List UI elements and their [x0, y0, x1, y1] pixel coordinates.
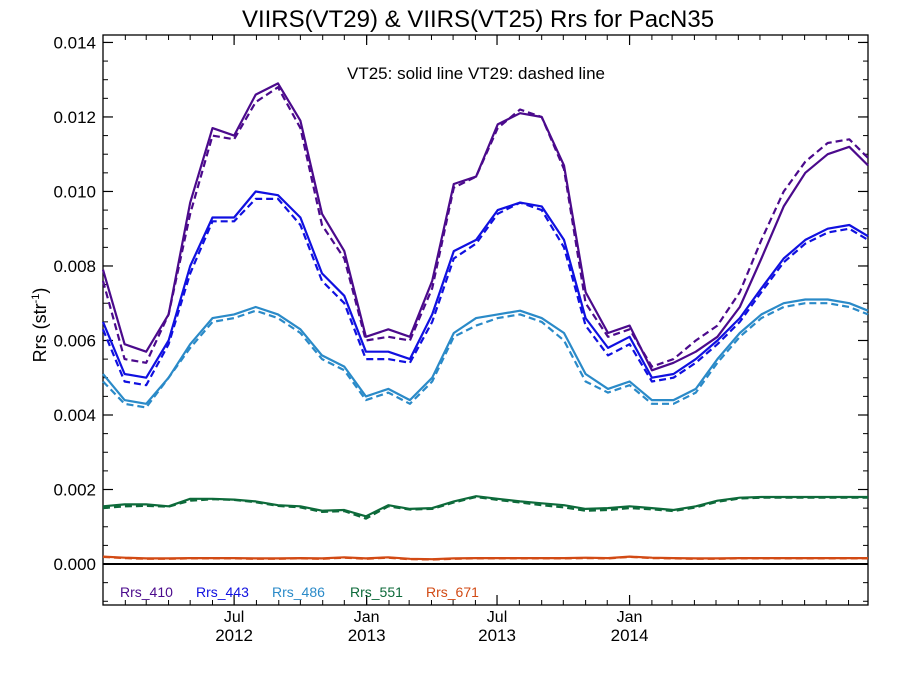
x-tick-label-month: Jan	[617, 609, 643, 626]
x-tick-label-month: Jul	[487, 609, 507, 626]
series-line-Rrs_443-dashed	[101, 197, 869, 387]
legend-item-Rrs_410: Rrs_410	[120, 584, 173, 600]
series-line-Rrs_486-solid	[102, 298, 869, 405]
y-axis-label-close: )	[30, 288, 50, 294]
series-line-Rrs_671-solid	[102, 555, 868, 561]
y-tick-label: 0.014	[53, 33, 96, 52]
x-tick-label-year: 2014	[611, 626, 649, 645]
y-axis-label-sup: -1	[30, 294, 42, 304]
y-tick-label: 0.008	[53, 257, 96, 276]
y-tick-label: 0.012	[53, 108, 96, 127]
legend-item-Rrs_551: Rrs_551	[350, 584, 403, 600]
axes: 0.000 0.002 0.004 0.006 0.008 0.010 0.012 0.014…	[53, 33, 868, 645]
legend-item-Rrs_486: Rrs_486	[272, 584, 325, 600]
series-lines	[101, 82, 869, 561]
y-tick-label: 0.002	[53, 481, 96, 500]
series-line-Rrs_551-solid	[102, 495, 868, 518]
chart-title: VIIRS(VT29) & VIIRS(VT25) Rrs for PacN35	[242, 6, 714, 33]
legend-item-Rrs_671: Rrs_671	[426, 584, 479, 600]
series-line-Rrs_410-solid	[101, 82, 869, 372]
plot-frame	[102, 34, 869, 606]
series-line-Rrs_551-dashed	[102, 495, 868, 520]
y-tick-label: 0.010	[53, 182, 96, 201]
y-tick-label: 0.000	[53, 555, 96, 574]
y-tick-label: 0.006	[53, 331, 96, 350]
legend: Rrs_410 Rrs_443 Rrs_486 Rrs_551 Rrs_671	[120, 584, 479, 600]
y-tick-label: 0.004	[53, 406, 96, 425]
y-axis-label: Rrs (str-1)	[30, 288, 50, 363]
series-line-Rrs_486-dashed	[102, 302, 869, 409]
y-axis-label-text: Rrs (str	[30, 303, 50, 362]
x-tick-label-month: Jan	[354, 609, 380, 626]
x-tick-label-year: 2013	[478, 626, 516, 645]
chart-annotation: VT25: solid line VT29: dashed line	[347, 64, 605, 83]
series-line-Rrs_443-solid	[101, 190, 869, 379]
legend-item-Rrs_443: Rrs_443	[196, 584, 249, 600]
x-tick-label-month: Jul	[224, 609, 244, 626]
x-tick-label-year: 2012	[215, 626, 253, 645]
x-tick-label-year: 2013	[348, 626, 386, 645]
